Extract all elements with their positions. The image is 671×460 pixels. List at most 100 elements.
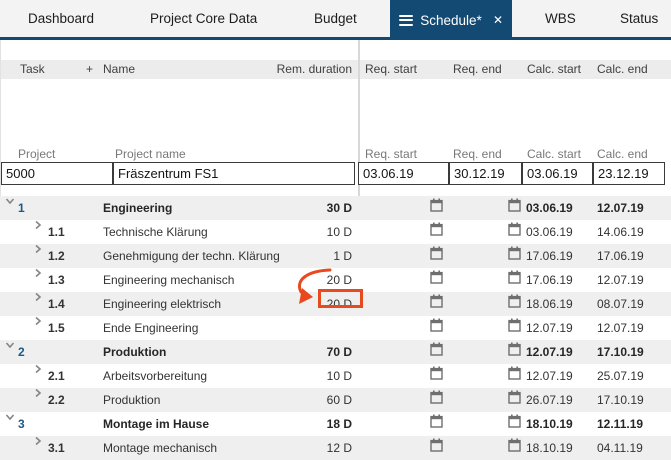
task-name: Technische Klärung — [103, 225, 208, 239]
req-end-calendar-icon[interactable] — [508, 316, 521, 332]
hamburger-menu-icon[interactable] — [399, 13, 413, 27]
chevron-right-icon — [35, 292, 42, 302]
req-start-calendar-icon[interactable] — [430, 388, 443, 404]
req-start-calendar-icon[interactable] — [430, 364, 443, 380]
req-end-calendar-icon[interactable] — [508, 244, 521, 260]
req-end-calendar-icon[interactable] — [508, 436, 521, 452]
task-row[interactable]: 1.3 Engineering mechanisch 20 D 17.06.19… — [0, 268, 671, 292]
task-name: Engineering elektrisch — [103, 297, 222, 311]
req-start-calendar-icon[interactable] — [430, 268, 443, 284]
chevron-right-icon — [35, 364, 42, 374]
calc-end-date: 14.06.19 — [597, 225, 644, 239]
req-start-calendar-icon[interactable] — [430, 220, 443, 236]
task-row[interactable]: 1.4 Engineering elektrisch 20 D 18.06.19… — [0, 292, 671, 316]
project-calc-start-field[interactable] — [522, 162, 593, 185]
column-header-name: Name — [103, 62, 136, 76]
close-icon[interactable]: ✕ — [492, 13, 503, 27]
task-name: Produktion — [103, 393, 161, 407]
calc-start-date: 03.06.19 — [526, 201, 573, 215]
task-name: Montage mechanisch — [103, 441, 218, 455]
tab-wbs[interactable]: WBS ✕ — [545, 0, 576, 37]
task-row[interactable]: 1 Engineering 30 D 03.06.19 12.07.19 — [0, 196, 671, 220]
req-start-calendar-icon[interactable] — [430, 436, 443, 452]
chevron-right-icon — [35, 316, 42, 326]
tab-schedule[interactable]: Schedule* ✕ — [390, 0, 512, 40]
task-name: Ende Engineering — [103, 321, 199, 335]
req-end-calendar-icon[interactable] — [508, 364, 521, 380]
project-name-field[interactable] — [113, 162, 355, 185]
task-row[interactable]: 1.1 Technische Klärung 10 D 03.06.19 14.… — [0, 220, 671, 244]
tab-project-core-data[interactable]: Project Core Data ✕ — [150, 0, 257, 37]
task-name: Genehmigung der techn. Klärung — [103, 249, 280, 263]
calc-end-date: 08.07.19 — [597, 297, 644, 311]
tab-label: Dashboard — [28, 11, 95, 26]
task-row[interactable]: 1.2 Genehmigung der techn. Klärung 1 D 1… — [0, 244, 671, 268]
task-id: 1.5 — [48, 321, 65, 335]
req-start-label: Req. start — [365, 147, 418, 161]
chevron-right-icon — [35, 268, 42, 278]
calc-start-date: 18.10.19 — [526, 417, 573, 431]
rem-duration-value: 60 D — [326, 393, 352, 407]
calc-end-date: 04.11.19 — [597, 441, 643, 455]
project-req-end-field[interactable] — [449, 162, 522, 185]
task-id: 1 — [18, 201, 25, 215]
calc-start-date: 18.10.19 — [526, 441, 573, 455]
project-label: Project — [18, 147, 56, 161]
req-start-calendar-icon[interactable] — [430, 292, 443, 308]
task-name: Montage im Hause — [103, 417, 210, 431]
calc-start-date: 18.06.19 — [526, 297, 573, 311]
task-id: 1.2 — [48, 249, 65, 263]
req-start-calendar-icon[interactable] — [430, 412, 443, 428]
column-header-req-end: Req. end — [453, 62, 502, 76]
tab-label: Schedule* — [420, 12, 482, 28]
tab-dashboard[interactable]: Dashboard ✕ — [28, 0, 94, 37]
task-row[interactable]: 2.1 Arbeitsvorbereitung 10 D 12.07.19 25… — [0, 364, 671, 388]
task-name: Engineering — [103, 201, 173, 215]
task-row[interactable]: 1.5 Ende Engineering 12.07.19 12.07.19 — [0, 316, 671, 340]
rem-duration-value: 12 D — [326, 441, 352, 455]
tab-label: WBS — [545, 11, 576, 26]
calc-end-date: 12.11.19 — [597, 417, 644, 431]
rem-duration-value: 10 D — [326, 369, 352, 383]
chevron-right-icon — [35, 388, 42, 398]
req-end-calendar-icon[interactable] — [508, 292, 521, 308]
tab-status[interactable]: Status ✕ — [620, 0, 658, 37]
req-end-calendar-icon[interactable] — [508, 268, 521, 284]
req-end-calendar-icon[interactable] — [508, 388, 521, 404]
rem-duration-value: 10 D — [326, 225, 352, 239]
project-id-field[interactable] — [1, 162, 113, 185]
tab-label: Status — [620, 11, 659, 26]
add-column-button[interactable]: + — [86, 62, 94, 76]
task-name: Produktion — [103, 345, 167, 359]
column-header-task: Task — [20, 62, 45, 76]
req-start-calendar-icon[interactable] — [430, 244, 443, 260]
tab-bar: Dashboard ✕ Project Core Data ✕ Budget ✕… — [0, 0, 671, 40]
calc-end-date: 17.06.19 — [597, 249, 644, 263]
rem-duration-value: 1 D — [333, 249, 352, 263]
req-end-label: Req. end — [453, 147, 502, 161]
chevron-right-icon — [35, 436, 42, 446]
req-end-calendar-icon[interactable] — [508, 220, 521, 236]
task-row[interactable]: 2 Produktion 70 D 12.07.19 17.10.19 — [0, 340, 671, 364]
column-header-calc-start: Calc. start — [527, 62, 582, 76]
project-req-start-field[interactable] — [358, 162, 449, 185]
project-calc-end-field[interactable] — [593, 162, 665, 185]
task-id: 3 — [18, 417, 25, 431]
req-end-calendar-icon[interactable] — [508, 412, 521, 428]
task-id: 1.1 — [48, 225, 65, 239]
task-row[interactable]: 3.1 Montage mechanisch 12 D 18.10.19 04.… — [0, 436, 671, 460]
task-id: 1.4 — [48, 297, 65, 311]
req-start-calendar-icon[interactable] — [430, 316, 443, 332]
req-end-calendar-icon[interactable] — [508, 340, 521, 356]
chevron-down-icon — [5, 342, 15, 349]
task-row[interactable]: 3 Montage im Hause 18 D 18.10.19 12.11.1… — [0, 412, 671, 436]
tab-budget[interactable]: Budget ✕ — [314, 0, 357, 37]
req-start-calendar-icon[interactable] — [430, 340, 443, 356]
rem-duration-value: 20 D — [326, 273, 352, 287]
req-end-calendar-icon[interactable] — [508, 196, 521, 212]
chevron-down-icon — [5, 198, 15, 205]
calc-end-date: 17.10.19 — [597, 345, 644, 359]
req-start-calendar-icon[interactable] — [430, 196, 443, 212]
task-row[interactable]: 2.2 Produktion 60 D 26.07.19 17.10.19 — [0, 388, 671, 412]
